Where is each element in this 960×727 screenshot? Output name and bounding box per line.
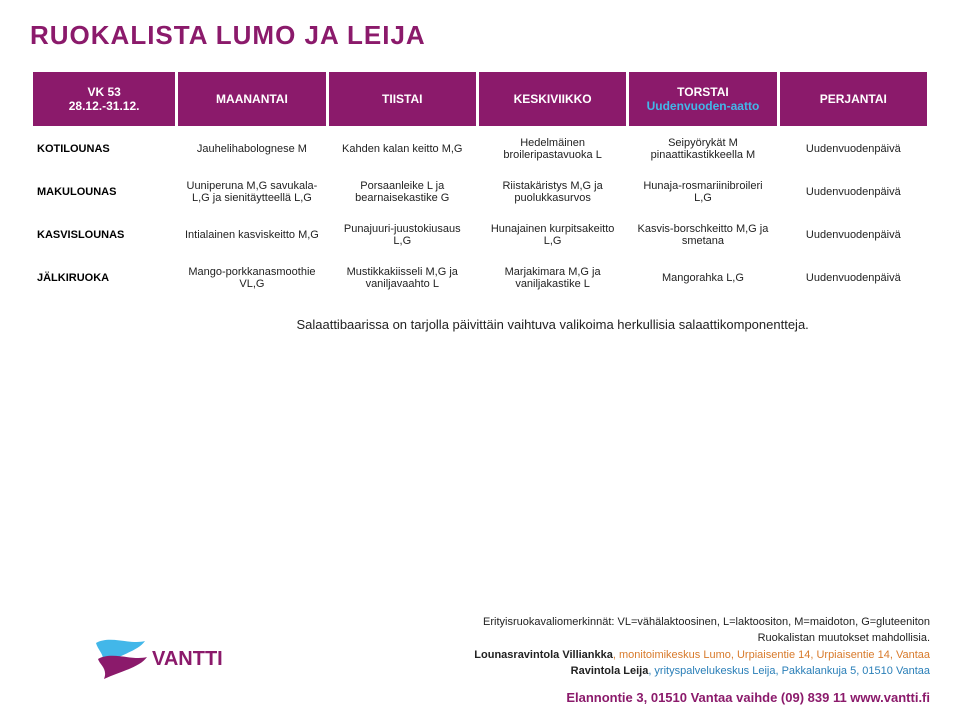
restaurant-1: Lounasravintola Villiankka, monitoimikes… <box>30 647 930 664</box>
table-row: MAKULOUNAS Uuniperuna M,G savukala- L,G … <box>33 172 927 212</box>
cell: Riistakäristys M,G ja puolukkasurvos <box>479 172 626 212</box>
cell: Mangorahka L,G <box>629 258 776 298</box>
address-line: Elannontie 3, 01510 Vantaa vaihde (09) 8… <box>30 688 930 708</box>
table-row: KOTILOUNAS Jauhelihabolognese M Kahden k… <box>33 129 927 169</box>
cell: Uudenvuodenpäivä <box>780 129 927 169</box>
header-tue: TIISTAI <box>329 72 476 126</box>
restaurant-2: Ravintola Leija, yrityspalvelukeskus Lei… <box>30 663 930 680</box>
rest2-name: Ravintola Leija <box>571 665 649 677</box>
cell: Mustikkakiisseli M,G ja vaniljavaahto L <box>329 258 476 298</box>
cell: Hunaja-rosmariinibroileri L,G <box>629 172 776 212</box>
row-label: MAKULOUNAS <box>33 172 175 212</box>
table-row: KASVISLOUNAS Intialainen kasviskeitto M,… <box>33 215 927 255</box>
header-mon: MAANANTAI <box>178 72 325 126</box>
row-label: JÄLKIRUOKA <box>33 258 175 298</box>
week-l2: 28.12.-31.12. <box>39 99 169 113</box>
cell: Intialainen kasviskeitto M,G <box>178 215 325 255</box>
cell: Uudenvuodenpäivä <box>780 258 927 298</box>
empty-label <box>33 301 175 348</box>
salad-row: Salaattibaarissa on tarjolla päivittäin … <box>33 301 927 348</box>
rest1-addr: , monitoimikeskus Lumo, Urpiaisentie 14,… <box>613 649 930 661</box>
header-wed: KESKIVIIKKO <box>479 72 626 126</box>
header-week: VK 53 28.12.-31.12. <box>33 72 175 126</box>
cell: Uudenvuodenpäivä <box>780 172 927 212</box>
row-label: KOTILOUNAS <box>33 129 175 169</box>
changes-note: Ruokalistan muutokset mahdollisia. <box>30 630 930 647</box>
rest2-addr: , yrityspalvelukeskus Leija, Pakkalankuj… <box>648 665 930 677</box>
cell: Jauhelihabolognese M <box>178 129 325 169</box>
cell: Hedelmäinen broileripastavuoka L <box>479 129 626 169</box>
header-row: VK 53 28.12.-31.12. MAANANTAI TIISTAI KE… <box>33 72 927 126</box>
footer: Erityisruokavaliomerkinnät: VL=vähälakto… <box>30 614 930 708</box>
header-fri: PERJANTAI <box>780 72 927 126</box>
cell: Seipyörykät M pinaattikastikkeella M <box>629 129 776 169</box>
menu-table: VK 53 28.12.-31.12. MAANANTAI TIISTAI KE… <box>30 69 930 351</box>
cell: Uudenvuodenpäivä <box>780 215 927 255</box>
salad-note: Salaattibaarissa on tarjolla päivittäin … <box>178 301 927 348</box>
thu-suffix: Uudenvuoden-aatto <box>635 99 770 113</box>
cell: Punajuuri-juustokiusaus L,G <box>329 215 476 255</box>
thu-label: TORSTAI <box>635 85 770 99</box>
rest1-name: Lounasravintola Villiankka <box>474 649 613 661</box>
cell: Uuniperuna M,G savukala- L,G ja sienitäy… <box>178 172 325 212</box>
cell: Porsaanleike L ja bearnaisekastike G <box>329 172 476 212</box>
row-label: KASVISLOUNAS <box>33 215 175 255</box>
diet-legend: Erityisruokavaliomerkinnät: VL=vähälakto… <box>30 614 930 631</box>
week-l1: VK 53 <box>39 85 169 99</box>
cell: Mango-porkkanasmoothie VL,G <box>178 258 325 298</box>
cell: Hunajainen kurpitsakeitto L,G <box>479 215 626 255</box>
cell: Marjakimara M,G ja vaniljakastike L <box>479 258 626 298</box>
cell: Kahden kalan keitto M,G <box>329 129 476 169</box>
cell: Kasvis-borschkeitto M,G ja smetana <box>629 215 776 255</box>
page-title: RUOKALISTA LUMO JA LEIJA <box>30 20 930 51</box>
header-thu: TORSTAI Uudenvuoden-aatto <box>629 72 776 126</box>
table-row: JÄLKIRUOKA Mango-porkkanasmoothie VL,G M… <box>33 258 927 298</box>
